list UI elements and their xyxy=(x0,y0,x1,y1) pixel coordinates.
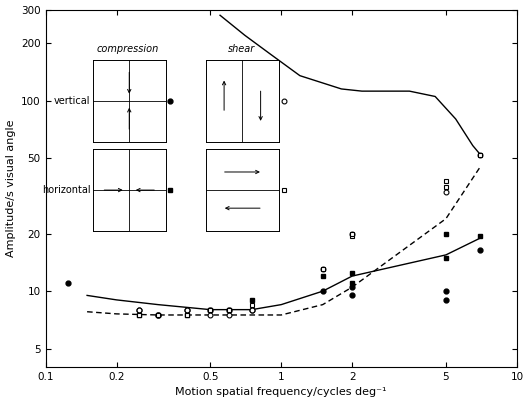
Text: vertical: vertical xyxy=(54,96,90,106)
Y-axis label: Amplitude/s visual angle: Amplitude/s visual angle xyxy=(6,120,15,257)
Text: shear: shear xyxy=(227,44,255,54)
X-axis label: Motion spatial frequency/cycles deg⁻¹: Motion spatial frequency/cycles deg⁻¹ xyxy=(176,387,387,397)
Text: compression: compression xyxy=(97,44,159,54)
Text: horizontal: horizontal xyxy=(42,185,90,195)
